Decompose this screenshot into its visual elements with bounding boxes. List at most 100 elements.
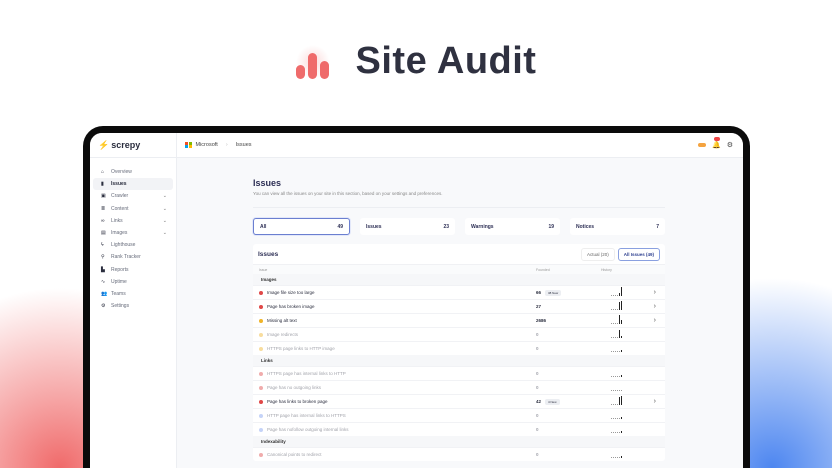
breadcrumb-project[interactable]: Microsoft: [195, 142, 218, 148]
divider: [253, 207, 665, 208]
history-bar: [619, 376, 620, 377]
chevron-right-icon[interactable]: ›: [653, 317, 656, 324]
history-bar: [619, 293, 620, 296]
chevron-down-icon[interactable]: ⌄: [162, 230, 167, 237]
history-sparkline: [611, 390, 622, 391]
table-row[interactable]: Missing alt text 2686 ›: [253, 313, 665, 327]
history-bar: [611, 432, 612, 433]
history-bar: [613, 390, 614, 391]
sidebar-item-label: Reports: [111, 266, 129, 273]
history-sparkline: [611, 287, 622, 296]
toggle-actual[interactable]: Actual (20): [580, 247, 615, 261]
history-bar: [613, 432, 614, 433]
sidebar-item-reports[interactable]: ▙ Reports: [93, 264, 173, 276]
sidebar-item-label: Uptime: [111, 278, 127, 285]
chevron-right-icon[interactable]: ›: [653, 303, 656, 310]
history-bar: [619, 390, 620, 391]
severity-dot-warning: [259, 332, 263, 337]
logo[interactable]: ⚡ screpy: [90, 133, 176, 158]
gear-icon[interactable]: ⚙: [726, 142, 733, 149]
history-sparkline: [611, 417, 622, 419]
issue-name: Page has links to broken page: [267, 399, 328, 404]
page-subtitle: You can view all the issues on your site…: [253, 191, 443, 196]
issue-name: Page has broken image: [267, 304, 315, 309]
issues-table: Issues Actual (20) All Issues (49) Issue…: [253, 244, 665, 461]
notification-badge: [714, 137, 720, 141]
chevron-down-icon[interactable]: ⌄: [162, 217, 167, 224]
sidebar-item-crawler[interactable]: ▣ Crawler ⌄: [93, 190, 173, 202]
history-bar: [615, 309, 616, 310]
history-bar: [613, 309, 614, 310]
toggle-all-issues[interactable]: All Issues (49): [617, 247, 660, 261]
issue-count: 0: [536, 332, 539, 337]
history-bar: [611, 376, 612, 377]
card-count: 49: [337, 223, 343, 230]
issue-count: 0: [536, 427, 539, 432]
bell-icon[interactable]: 🔔: [712, 137, 721, 149]
chevron-down-icon[interactable]: ⌄: [162, 205, 167, 212]
card-count: 7: [656, 223, 659, 230]
issue-count: 0: [536, 371, 539, 376]
sidebar-item-label: Lighthouse: [111, 242, 136, 249]
history-bar: [617, 337, 618, 338]
history-sparkline: [611, 330, 622, 338]
history-bar: [619, 397, 620, 405]
severity-dot-warning: [259, 346, 263, 351]
history-bar: [613, 376, 614, 377]
issue-name: Missing alt text: [267, 318, 297, 323]
app-screen: ⚡ screpy ⌂ Overview ▮ Issues ▣ Crawler ⌄ ≣ Conten…: [90, 133, 743, 468]
sidebar-item-images[interactable]: ▤ Images ⌄: [93, 227, 173, 239]
hero: Site Audit: [0, 40, 832, 83]
sidebar-item-content[interactable]: ≣ Content ⌄: [93, 203, 173, 215]
sidebar-item-settings[interactable]: ⚙ Settings: [93, 300, 173, 312]
sidebar-item-lighthouse[interactable]: ϟ Lighthouse: [93, 239, 173, 251]
history-bar: [617, 432, 618, 433]
chevron-down-icon[interactable]: ⌄: [162, 193, 167, 200]
history-sparkline: [611, 315, 622, 324]
history-bar: [619, 432, 620, 433]
chevron-right-icon[interactable]: ›: [653, 398, 656, 405]
sidebar-item-uptime[interactable]: ∿ Uptime: [93, 276, 173, 288]
chevron-right-icon[interactable]: ›: [653, 289, 656, 296]
filter-card-warnings[interactable]: Warnings 19: [465, 218, 560, 235]
table-row[interactable]: Image file size too large 66 38 New ›: [253, 285, 665, 299]
history-bar: [617, 457, 618, 458]
topbar: Microsoft › Issues 🔔 ⚙: [177, 133, 743, 158]
sidebar-item-label: Settings: [111, 303, 130, 310]
sidebar-item-teams[interactable]: 👥 Teams: [93, 288, 173, 300]
sidebar-item-rank-tracker[interactable]: ⚲ Rank Tracker: [93, 251, 173, 263]
card-count: 23: [443, 223, 449, 230]
chart-icon: ▮: [101, 181, 104, 188]
history-bar: [611, 309, 612, 310]
gear-icon: ⚙: [101, 303, 106, 310]
filter-card-issues[interactable]: Issues 23: [360, 218, 455, 235]
plan-pill-icon[interactable]: [698, 143, 706, 147]
sidebar-item-overview[interactable]: ⌂ Overview: [93, 166, 173, 178]
severity-dot-critical: [259, 385, 263, 390]
document-icon: ▙: [101, 266, 105, 273]
issue-name: Image redirects: [267, 332, 299, 337]
history-bar: [615, 457, 616, 458]
history-bar: [615, 418, 616, 419]
sidebar-item-label: Content: [111, 205, 129, 212]
issue-name: Image file size too large: [267, 290, 315, 295]
filter-card-notices[interactable]: Notices 7: [570, 218, 665, 235]
issue-name: HTTPS page links to HTTP image: [267, 346, 335, 351]
logo-icon: ⚡: [98, 139, 110, 150]
sidebar-item-issues[interactable]: ▮ Issues: [93, 178, 173, 191]
sidebar-item-links[interactable]: ∞ Links ⌄: [93, 215, 173, 227]
table-row: Page has no outgoing links 0: [253, 380, 665, 394]
issue-count: 2686: [536, 318, 547, 323]
table-row[interactable]: Page has broken image 27 ›: [253, 299, 665, 313]
issue-name: Canonical points to redirect: [267, 452, 322, 457]
severity-dot-critical: [259, 290, 263, 295]
issue-count: 0: [536, 385, 539, 390]
hero-title: Site Audit: [355, 40, 537, 82]
table-row[interactable]: Page has links to broken page 42 4 New ›: [253, 394, 665, 408]
issue-count: 42: [536, 399, 542, 404]
breadcrumb-current: Issues: [235, 142, 252, 148]
sidebar-item-label: Crawler: [111, 193, 129, 200]
table-row: Canonical points to redirect 0: [253, 447, 665, 461]
history-bar: [613, 418, 614, 419]
filter-card-all[interactable]: All 49: [253, 218, 350, 235]
